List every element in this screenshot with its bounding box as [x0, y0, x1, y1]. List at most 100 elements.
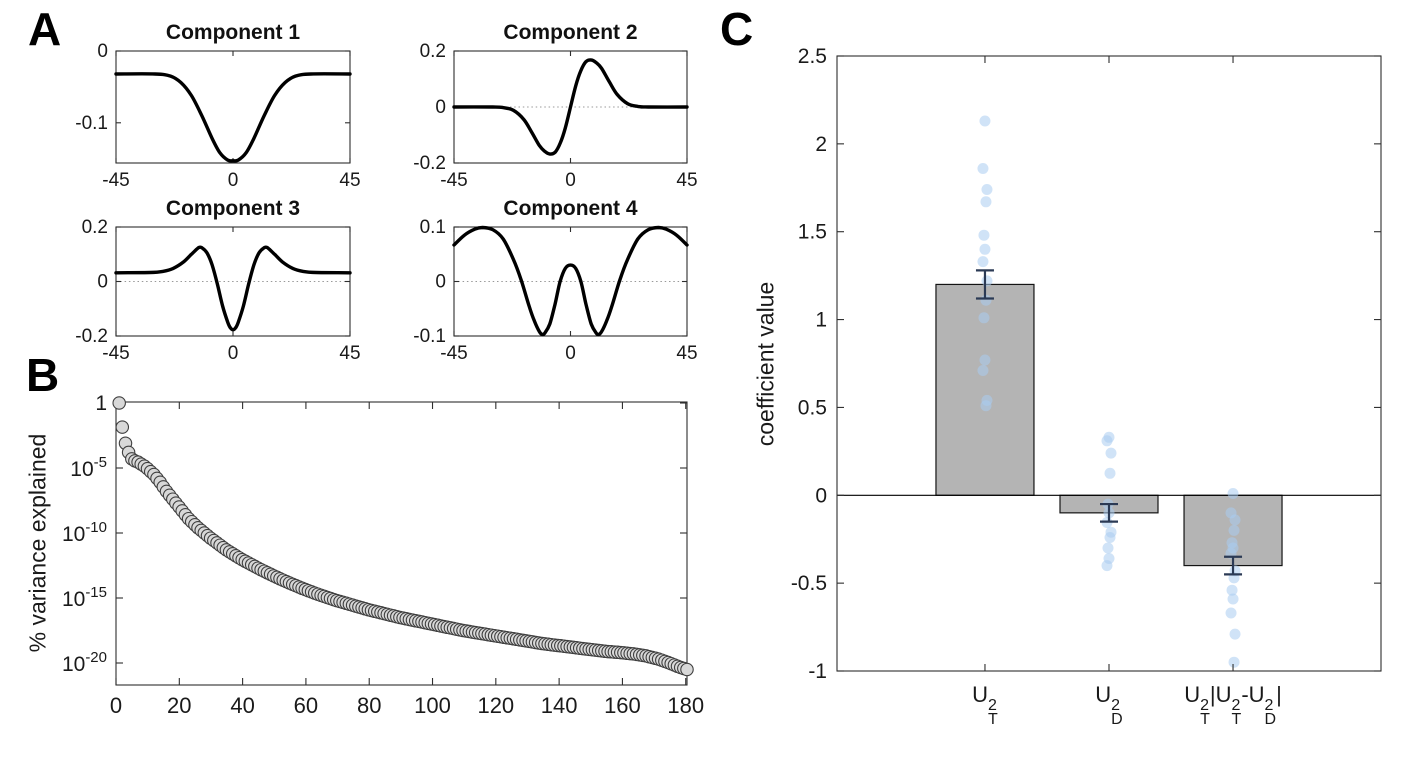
component-3-title: Component 3	[165, 197, 301, 220]
coefficient-sample-dot	[977, 256, 989, 268]
component3-curve	[114, 245, 352, 332]
component2-curve	[452, 58, 689, 156]
coefficient-sample-dot	[978, 312, 990, 324]
component-2-title: Component 2	[503, 21, 638, 44]
svg-text:40: 40	[230, 693, 254, 718]
svg-text:1: 1	[95, 392, 107, 415]
coefficient-sample-dot	[981, 184, 993, 195]
svg-text:-0.1: -0.1	[75, 113, 108, 134]
svg-text:2: 2	[815, 133, 827, 156]
coefficient-sample-dot	[977, 163, 989, 174]
coefficient-sample-dot	[1229, 514, 1241, 526]
svg-text:1.5: 1.5	[798, 221, 827, 244]
panel-c-label: C	[720, 3, 754, 55]
svg-text:160: 160	[604, 693, 641, 718]
coefficient-sample-dot	[980, 196, 992, 208]
svg-text:45: 45	[339, 343, 360, 364]
svg-text:10-10: 10-10	[62, 519, 107, 546]
svg-text:100: 100	[414, 693, 451, 718]
svg-text:0.1: 0.1	[420, 217, 446, 238]
coefficient-sample-dot	[981, 275, 993, 287]
coefficient-sample-dot	[979, 115, 991, 127]
svg-text:-0.5: -0.5	[791, 572, 827, 595]
coefficient-sample-dot	[979, 243, 991, 255]
svg-text:45: 45	[676, 170, 697, 191]
coefficient-sample-dot	[1226, 584, 1238, 596]
component4-curve	[452, 225, 689, 337]
svg-text:-0.2: -0.2	[75, 326, 108, 347]
svg-text:-45: -45	[102, 343, 129, 364]
svg-text:60: 60	[294, 693, 318, 718]
component1-curve	[114, 72, 352, 163]
svg-text:-0.2: -0.2	[413, 153, 446, 174]
variance-explained-chart: 0 20 40 60 80 100 120 140 160 180 1 10-5 10-10 10-15 1…	[62, 392, 704, 718]
coefficient-sample-dot	[1225, 607, 1237, 619]
svg-text:45: 45	[339, 170, 360, 191]
panel-b-label: B	[26, 349, 60, 401]
svg-text:10-5: 10-5	[70, 454, 107, 481]
coefficient-sample-dot	[1101, 435, 1113, 447]
svg-text:120: 120	[477, 693, 514, 718]
svg-text:0: 0	[97, 41, 108, 62]
svg-text:0: 0	[815, 484, 827, 507]
variance-point	[112, 396, 126, 410]
svg-text:2.5: 2.5	[798, 45, 827, 68]
svg-text:0: 0	[565, 170, 576, 191]
error-bar	[1100, 502, 1118, 523]
variance-point	[680, 662, 694, 677]
svg-text:80: 80	[357, 693, 381, 718]
svg-text:-0.1: -0.1	[413, 326, 446, 347]
coefficient-sample-dot	[980, 400, 992, 412]
svg-text:-1: -1	[808, 660, 827, 683]
svg-text:-45: -45	[440, 343, 467, 364]
coef-category-label: U 2 T |U 2 T -U 2 D |	[1184, 682, 1282, 728]
coefficient-sample-dot	[1102, 542, 1114, 554]
coefficient-sample-dot	[1105, 447, 1117, 459]
coefficient-sample-dot	[1229, 628, 1241, 640]
coefficient-sample-dot	[1228, 524, 1240, 536]
svg-text:0: 0	[435, 272, 446, 293]
svg-text:0: 0	[565, 343, 576, 364]
svg-text:140: 140	[541, 693, 578, 718]
component-4-title: Component 4	[503, 197, 638, 220]
panel-a-label: A	[28, 3, 62, 55]
variance-point	[115, 420, 130, 434]
svg-text:0: 0	[228, 343, 239, 364]
component3-chart: -45 0 45 0.2 0 -0.2	[75, 217, 360, 364]
svg-text:0: 0	[435, 97, 446, 118]
svg-text:1: 1	[815, 309, 827, 332]
coefficient-sample-dot	[978, 229, 990, 241]
svg-text:-45: -45	[102, 170, 129, 191]
svg-text:180: 180	[667, 693, 704, 718]
coefficient-sample-dot	[1227, 593, 1239, 605]
svg-text:-45: -45	[440, 170, 467, 191]
component-1-title: Component 1	[165, 21, 301, 44]
svg-text:10-15: 10-15	[62, 584, 107, 611]
coefficient-sample-dot	[1104, 467, 1116, 479]
component2-chart: -45 0 45 0.2 0 -0.2	[413, 41, 697, 191]
svg-text:0: 0	[228, 170, 239, 191]
coefficient-sample-dot	[1228, 656, 1240, 668]
coefficient-sample-dot	[1104, 532, 1116, 543]
component1-chart: -45 0 45 0 -0.1	[75, 41, 360, 191]
coefficient-sample-dot	[977, 365, 989, 376]
coefficient-sample-dot	[1101, 560, 1113, 572]
svg-text:0.5: 0.5	[798, 396, 827, 419]
coefficient-bar-chart: 2.5 2 1.5 1 0.5 0 -0.5 -1	[791, 45, 1382, 683]
component4-chart: -45 0 45 0.1 0 -0.1	[413, 217, 697, 364]
svg-text:0.2: 0.2	[82, 217, 108, 238]
error-bar	[1224, 555, 1243, 576]
svg-text:0: 0	[97, 272, 108, 293]
error-bar	[975, 269, 994, 300]
svg-text:20: 20	[167, 693, 191, 718]
svg-text:10-20: 10-20	[62, 649, 107, 676]
svg-text:0.2: 0.2	[420, 41, 446, 62]
svg-text:45: 45	[676, 343, 697, 364]
coefficient-sample-dot	[1227, 488, 1239, 499]
coefficient-sample-dot	[979, 354, 991, 366]
svg-text:0: 0	[110, 693, 122, 718]
